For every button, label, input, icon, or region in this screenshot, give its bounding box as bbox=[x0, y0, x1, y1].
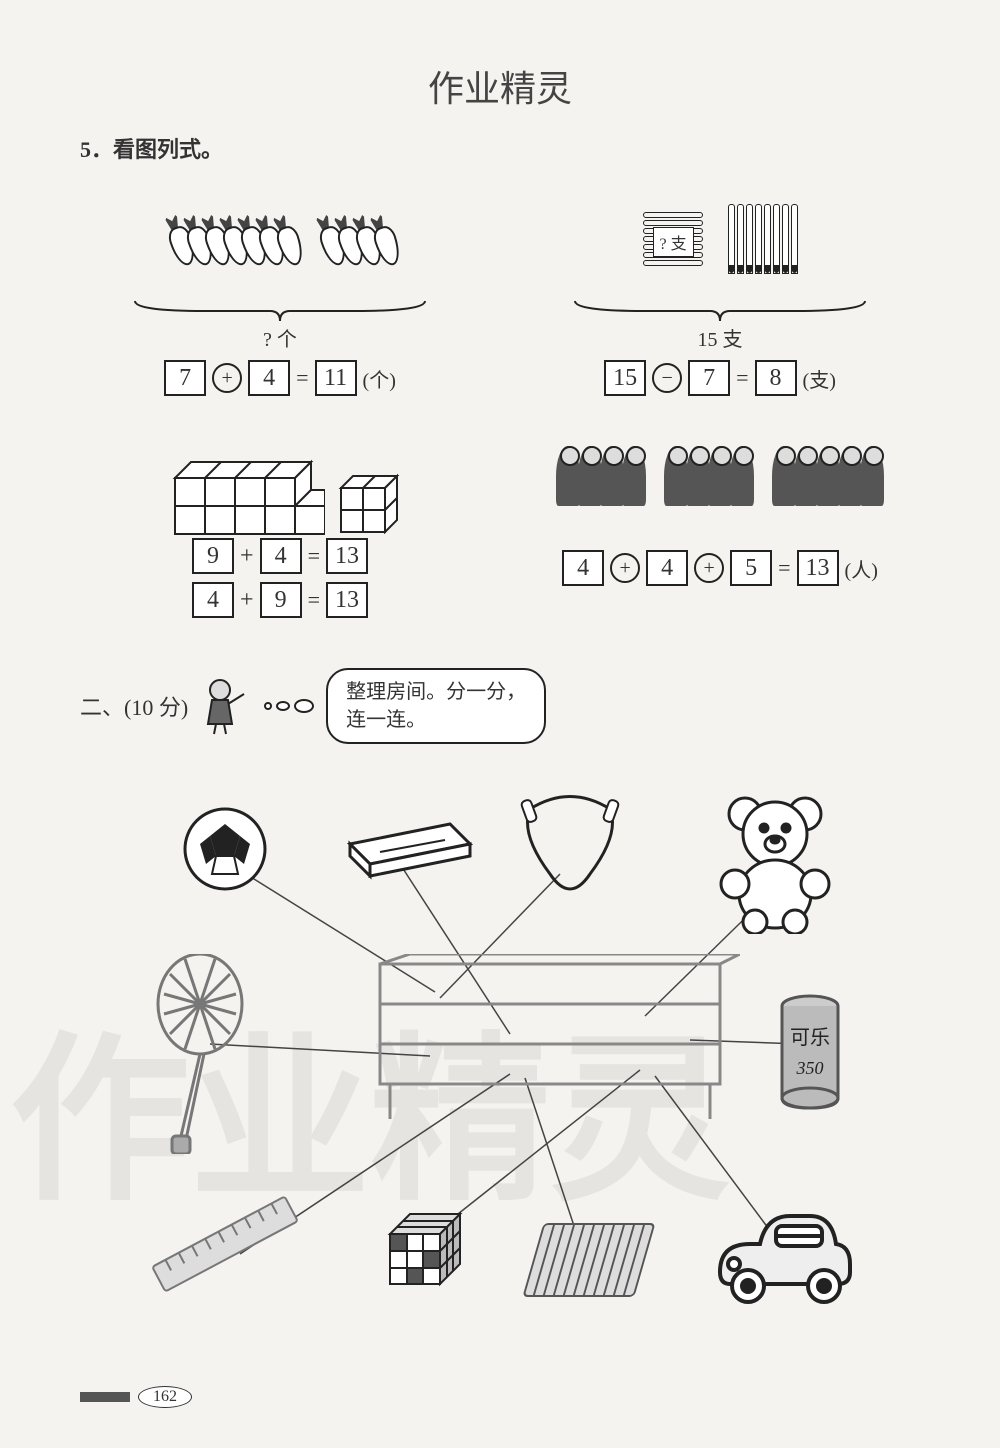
brace-icon bbox=[540, 299, 900, 323]
eq-box[interactable]: 7 bbox=[164, 360, 206, 396]
eq-box[interactable]: 13 bbox=[326, 538, 368, 574]
speech-bubble: 整理房间。分一分， 连一连。 bbox=[326, 668, 546, 744]
girl-icon bbox=[200, 676, 252, 736]
q5-carrots: ? 个 7 + 4 = 11 (个) bbox=[80, 179, 480, 396]
matching-scene: 作业精灵 bbox=[80, 754, 920, 1394]
eq-box[interactable]: 11 bbox=[315, 360, 357, 396]
cube-group-large bbox=[165, 456, 305, 526]
pencil-case-icon[interactable] bbox=[340, 814, 480, 889]
jump-rope-icon[interactable] bbox=[510, 794, 630, 919]
eq-box[interactable]: 9 bbox=[260, 582, 302, 618]
section-2: 二、(10 分) 整理房间。分一分， 连一连。 作业精灵 bbox=[80, 668, 920, 1394]
question-5: 5．看图列式。 ? 个 7 + bbox=[80, 132, 920, 618]
badminton-racket-icon[interactable] bbox=[130, 954, 260, 1159]
kid-group-2 bbox=[665, 446, 753, 506]
cubes-equation-2: 4 + 9 = 13 bbox=[80, 582, 480, 618]
page-number: 162 bbox=[80, 1386, 192, 1408]
eq-box[interactable]: 4 bbox=[192, 582, 234, 618]
cola-sublabel: 350 bbox=[796, 1058, 824, 1078]
eq-box[interactable]: 15 bbox=[604, 360, 646, 396]
eq-box[interactable]: 9 bbox=[192, 538, 234, 574]
page-number-value: 162 bbox=[138, 1386, 192, 1408]
kids-equation: 4 + 4 + 5 = 13 (人) bbox=[520, 550, 920, 586]
eq-box[interactable]: 4 bbox=[260, 538, 302, 574]
unknown-label: ? 支 bbox=[653, 227, 694, 257]
eq-unit: (个) bbox=[363, 364, 396, 393]
carrots-brace-label: ? 个 bbox=[80, 323, 480, 352]
eq-box[interactable]: 4 bbox=[646, 550, 688, 586]
shelf-icon bbox=[360, 954, 740, 1114]
pencil-flat-group: ? 支 bbox=[643, 211, 703, 267]
rubik-cube-icon[interactable] bbox=[360, 1194, 480, 1319]
eq-box[interactable]: 13 bbox=[797, 550, 839, 586]
q5-pencils: ? 支 15 支 15 − 7 = 8 (支) bbox=[520, 179, 920, 396]
cube-group-small bbox=[335, 470, 395, 526]
plus-icon: + bbox=[694, 553, 724, 583]
eq-box[interactable]: 4 bbox=[248, 360, 290, 396]
pencil-standing-group bbox=[728, 204, 798, 274]
plus-icon: + bbox=[610, 553, 640, 583]
cola-can-icon[interactable]: 可乐 350 bbox=[770, 994, 850, 1119]
q5-label: 5．看图列式。 bbox=[80, 132, 920, 164]
bubble-line-1: 整理房间。分一分， bbox=[346, 681, 526, 703]
worksheet-page: 作业精灵 5．看图列式。 ? 个 7 bbox=[0, 0, 1000, 1448]
plus-icon: + bbox=[212, 363, 242, 393]
eq-box[interactable]: 7 bbox=[688, 360, 730, 396]
teddy-bear-icon[interactable] bbox=[700, 784, 850, 939]
page-bar-icon bbox=[80, 1392, 130, 1402]
q5-cubes: 9 + 4 = 13 4 + 9 = 13 bbox=[80, 426, 480, 618]
eq-unit: (人) bbox=[845, 554, 878, 583]
abacus-icon[interactable] bbox=[520, 1204, 670, 1319]
section-2-heading: 二、(10 分) bbox=[80, 690, 188, 722]
q5-kids: 4 + 4 + 5 = 13 (人) bbox=[520, 426, 920, 618]
eq-box[interactable]: 13 bbox=[326, 582, 368, 618]
pencils-brace-label: 15 支 bbox=[520, 323, 920, 352]
cola-label: 可乐 bbox=[790, 1026, 830, 1049]
kid-group-1 bbox=[557, 446, 645, 506]
eq-box[interactable]: 4 bbox=[562, 550, 604, 586]
minus-icon: − bbox=[652, 363, 682, 393]
kid-group-3 bbox=[773, 446, 883, 506]
bubble-line-2: 连一连。 bbox=[346, 709, 426, 731]
cubes-equation-1: 9 + 4 = 13 bbox=[80, 538, 480, 574]
eq-box[interactable]: 8 bbox=[755, 360, 797, 396]
carrot-group-2 bbox=[320, 213, 392, 265]
soccer-ball-icon[interactable] bbox=[180, 804, 270, 899]
thought-dots-icon bbox=[264, 699, 314, 713]
page-title-watermark: 作业精灵 bbox=[80, 60, 920, 112]
eq-box[interactable]: 5 bbox=[730, 550, 772, 586]
carrot-group-1 bbox=[169, 213, 295, 265]
carrots-equation: 7 + 4 = 11 (个) bbox=[80, 360, 480, 396]
pencils-equation: 15 − 7 = 8 (支) bbox=[520, 360, 920, 396]
eq-unit: (支) bbox=[803, 364, 836, 393]
toy-car-icon[interactable] bbox=[700, 1194, 860, 1319]
ruler-icon[interactable] bbox=[140, 1194, 310, 1299]
brace-icon bbox=[100, 299, 460, 323]
